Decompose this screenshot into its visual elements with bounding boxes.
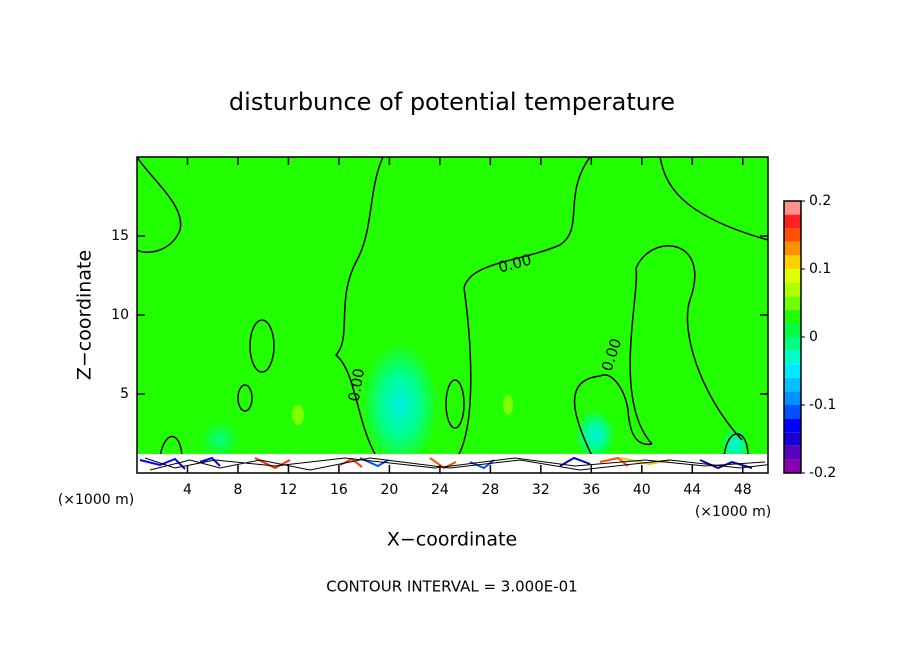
colorbar-tick-label: -0.2 <box>809 465 836 481</box>
colorbar-cell <box>784 337 801 351</box>
x-tick-label: 28 <box>481 482 499 498</box>
field <box>137 157 768 473</box>
colorbar-cell <box>784 432 801 446</box>
colorbar-cell <box>784 377 801 392</box>
colorbar-tick-label: 0.2 <box>809 193 831 209</box>
x-tick-label: 36 <box>582 482 600 498</box>
colorbar-cell <box>784 323 801 337</box>
colorbar-cell <box>784 296 801 310</box>
colorbar-cell <box>784 228 801 242</box>
colorbar-tick-label: 0 <box>809 329 818 345</box>
x-tick-label: 32 <box>532 482 550 498</box>
colorbar-cell <box>784 391 801 405</box>
colorbar-cell <box>784 405 801 419</box>
x-tick-label: 4 <box>183 482 192 498</box>
x-tick-label: 12 <box>280 482 298 498</box>
chart-title: disturbunce of potential temperature <box>229 88 675 116</box>
x-tick-label: 48 <box>734 482 752 498</box>
y-axis-label: Z−coordinate <box>74 250 96 380</box>
x-tick-label: 44 <box>683 482 701 498</box>
x-tick-label: 24 <box>431 482 449 498</box>
x-tick-label: 16 <box>330 482 348 498</box>
colorbar-cell <box>784 255 801 269</box>
y-tick-label: 10 <box>111 307 129 323</box>
colorbar-cell <box>784 364 801 378</box>
colorbar-cell <box>784 459 801 473</box>
colorbar-cell <box>784 241 801 256</box>
colorbar-cell <box>784 214 801 229</box>
x-tick-label: 40 <box>633 482 651 498</box>
x-unit: (×1000 m) <box>58 492 134 508</box>
colorbar-cell <box>784 282 801 297</box>
colorbar-cell <box>784 309 801 324</box>
colorbar-cell <box>784 418 801 433</box>
colorbar-cell <box>784 201 801 215</box>
x-tick-label: 20 <box>380 482 398 498</box>
contour-label: 0.00 <box>345 367 369 403</box>
x-unit: (×1000 m) <box>695 504 771 520</box>
colorbar-tick-label: 0.1 <box>809 261 831 277</box>
footer-note: CONTOUR INTERVAL = 3.000E-01 <box>326 578 577 596</box>
x-axis-label: X−coordinate <box>387 529 517 551</box>
colorbar-tick-label: -0.1 <box>809 397 836 413</box>
y-tick-label: 15 <box>111 228 129 244</box>
x-tick-label: 8 <box>233 482 242 498</box>
colorbar-cell <box>784 445 801 460</box>
colorbar-cell <box>784 269 801 283</box>
colorbar-cell <box>784 350 801 365</box>
y-tick-label: 5 <box>120 386 129 402</box>
